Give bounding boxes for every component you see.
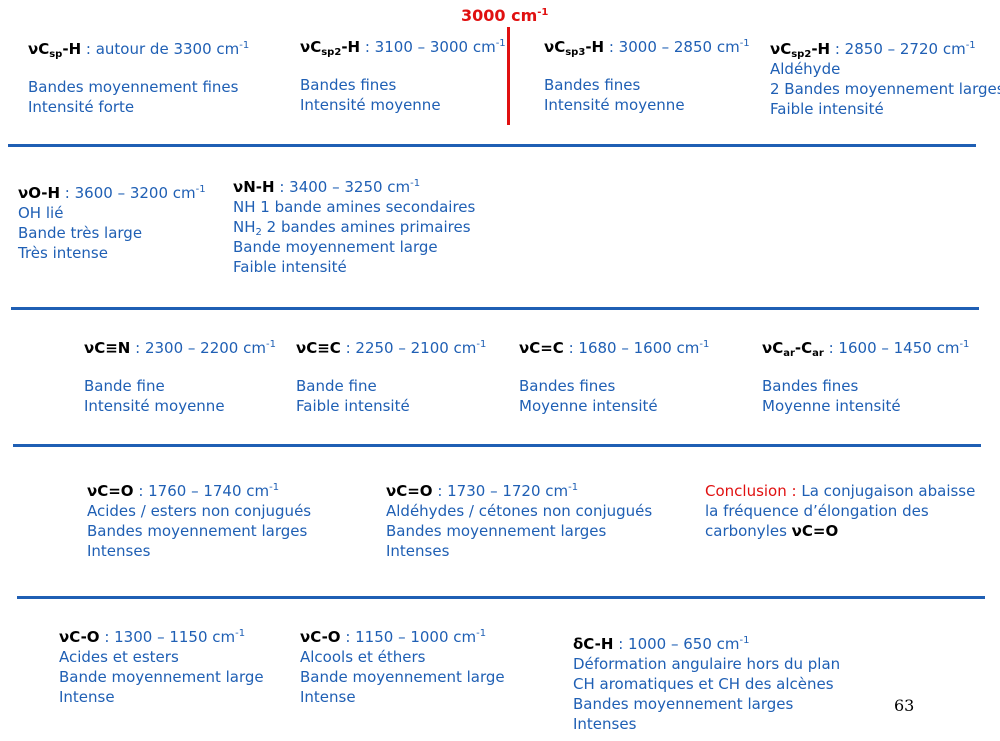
- divider: [13, 444, 981, 447]
- band-csp3-h: νCsp3-H : 3000 – 2850 cm-1 Bandes fines …: [544, 38, 750, 114]
- divider: [11, 307, 979, 310]
- band-oh: νO-H : 3600 – 3200 cm-1 OH lié Bande trè…: [18, 184, 206, 262]
- band-co-aldehyde-ketone: νC=O : 1730 – 1720 cm-1 Aldéhydes / céto…: [386, 482, 653, 560]
- band-ch-deformation: δC-H : 1000 – 650 cm-1 Déformation angul…: [573, 635, 841, 733]
- band-csp-h: νCsp-H : autour de 3300 cm-1 Bandes moye…: [28, 40, 250, 116]
- band-c-o-acid-ester: νC-O : 1300 – 1150 cm-1 Acides et esters…: [59, 628, 264, 706]
- divider: [8, 144, 976, 147]
- band-csp2-h: νCsp2-H : 3100 – 3000 cm-1 Bandes fines …: [300, 38, 506, 114]
- page-number: 63: [894, 696, 915, 715]
- band-car-car: νCar-Car : 1600 – 1450 cm-1 Bandes fines…: [762, 339, 970, 415]
- wavenumber-marker-label: 3000 cm-1: [461, 6, 549, 25]
- band-cc-double: νC=C : 1680 – 1600 cm-1 Bandes fines Moy…: [519, 339, 710, 415]
- band-cc-triple: νC≡C : 2250 – 2100 cm-1 Bande fine Faibl…: [296, 339, 487, 415]
- conclusion-note: Conclusion : La conjugaison abaisse la f…: [705, 482, 976, 540]
- band-cn-triple: νC≡N : 2300 – 2200 cm-1 Bande fine Inten…: [84, 339, 276, 415]
- wavenumber-marker-line: [507, 27, 510, 125]
- band-co-acid-ester: νC=O : 1760 – 1740 cm-1 Acides / esters …: [87, 482, 312, 560]
- band-nh: νN-H : 3400 – 3250 cm-1 NH 1 bande amine…: [233, 178, 476, 276]
- divider: [17, 596, 985, 599]
- band-csp2-h-aldehyde: νCsp2-H : 2850 – 2720 cm-1 Aldéhyde 2 Ba…: [770, 40, 1000, 118]
- band-c-o-alcohol-ether: νC-O : 1150 – 1000 cm-1 Alcools et éther…: [300, 628, 505, 706]
